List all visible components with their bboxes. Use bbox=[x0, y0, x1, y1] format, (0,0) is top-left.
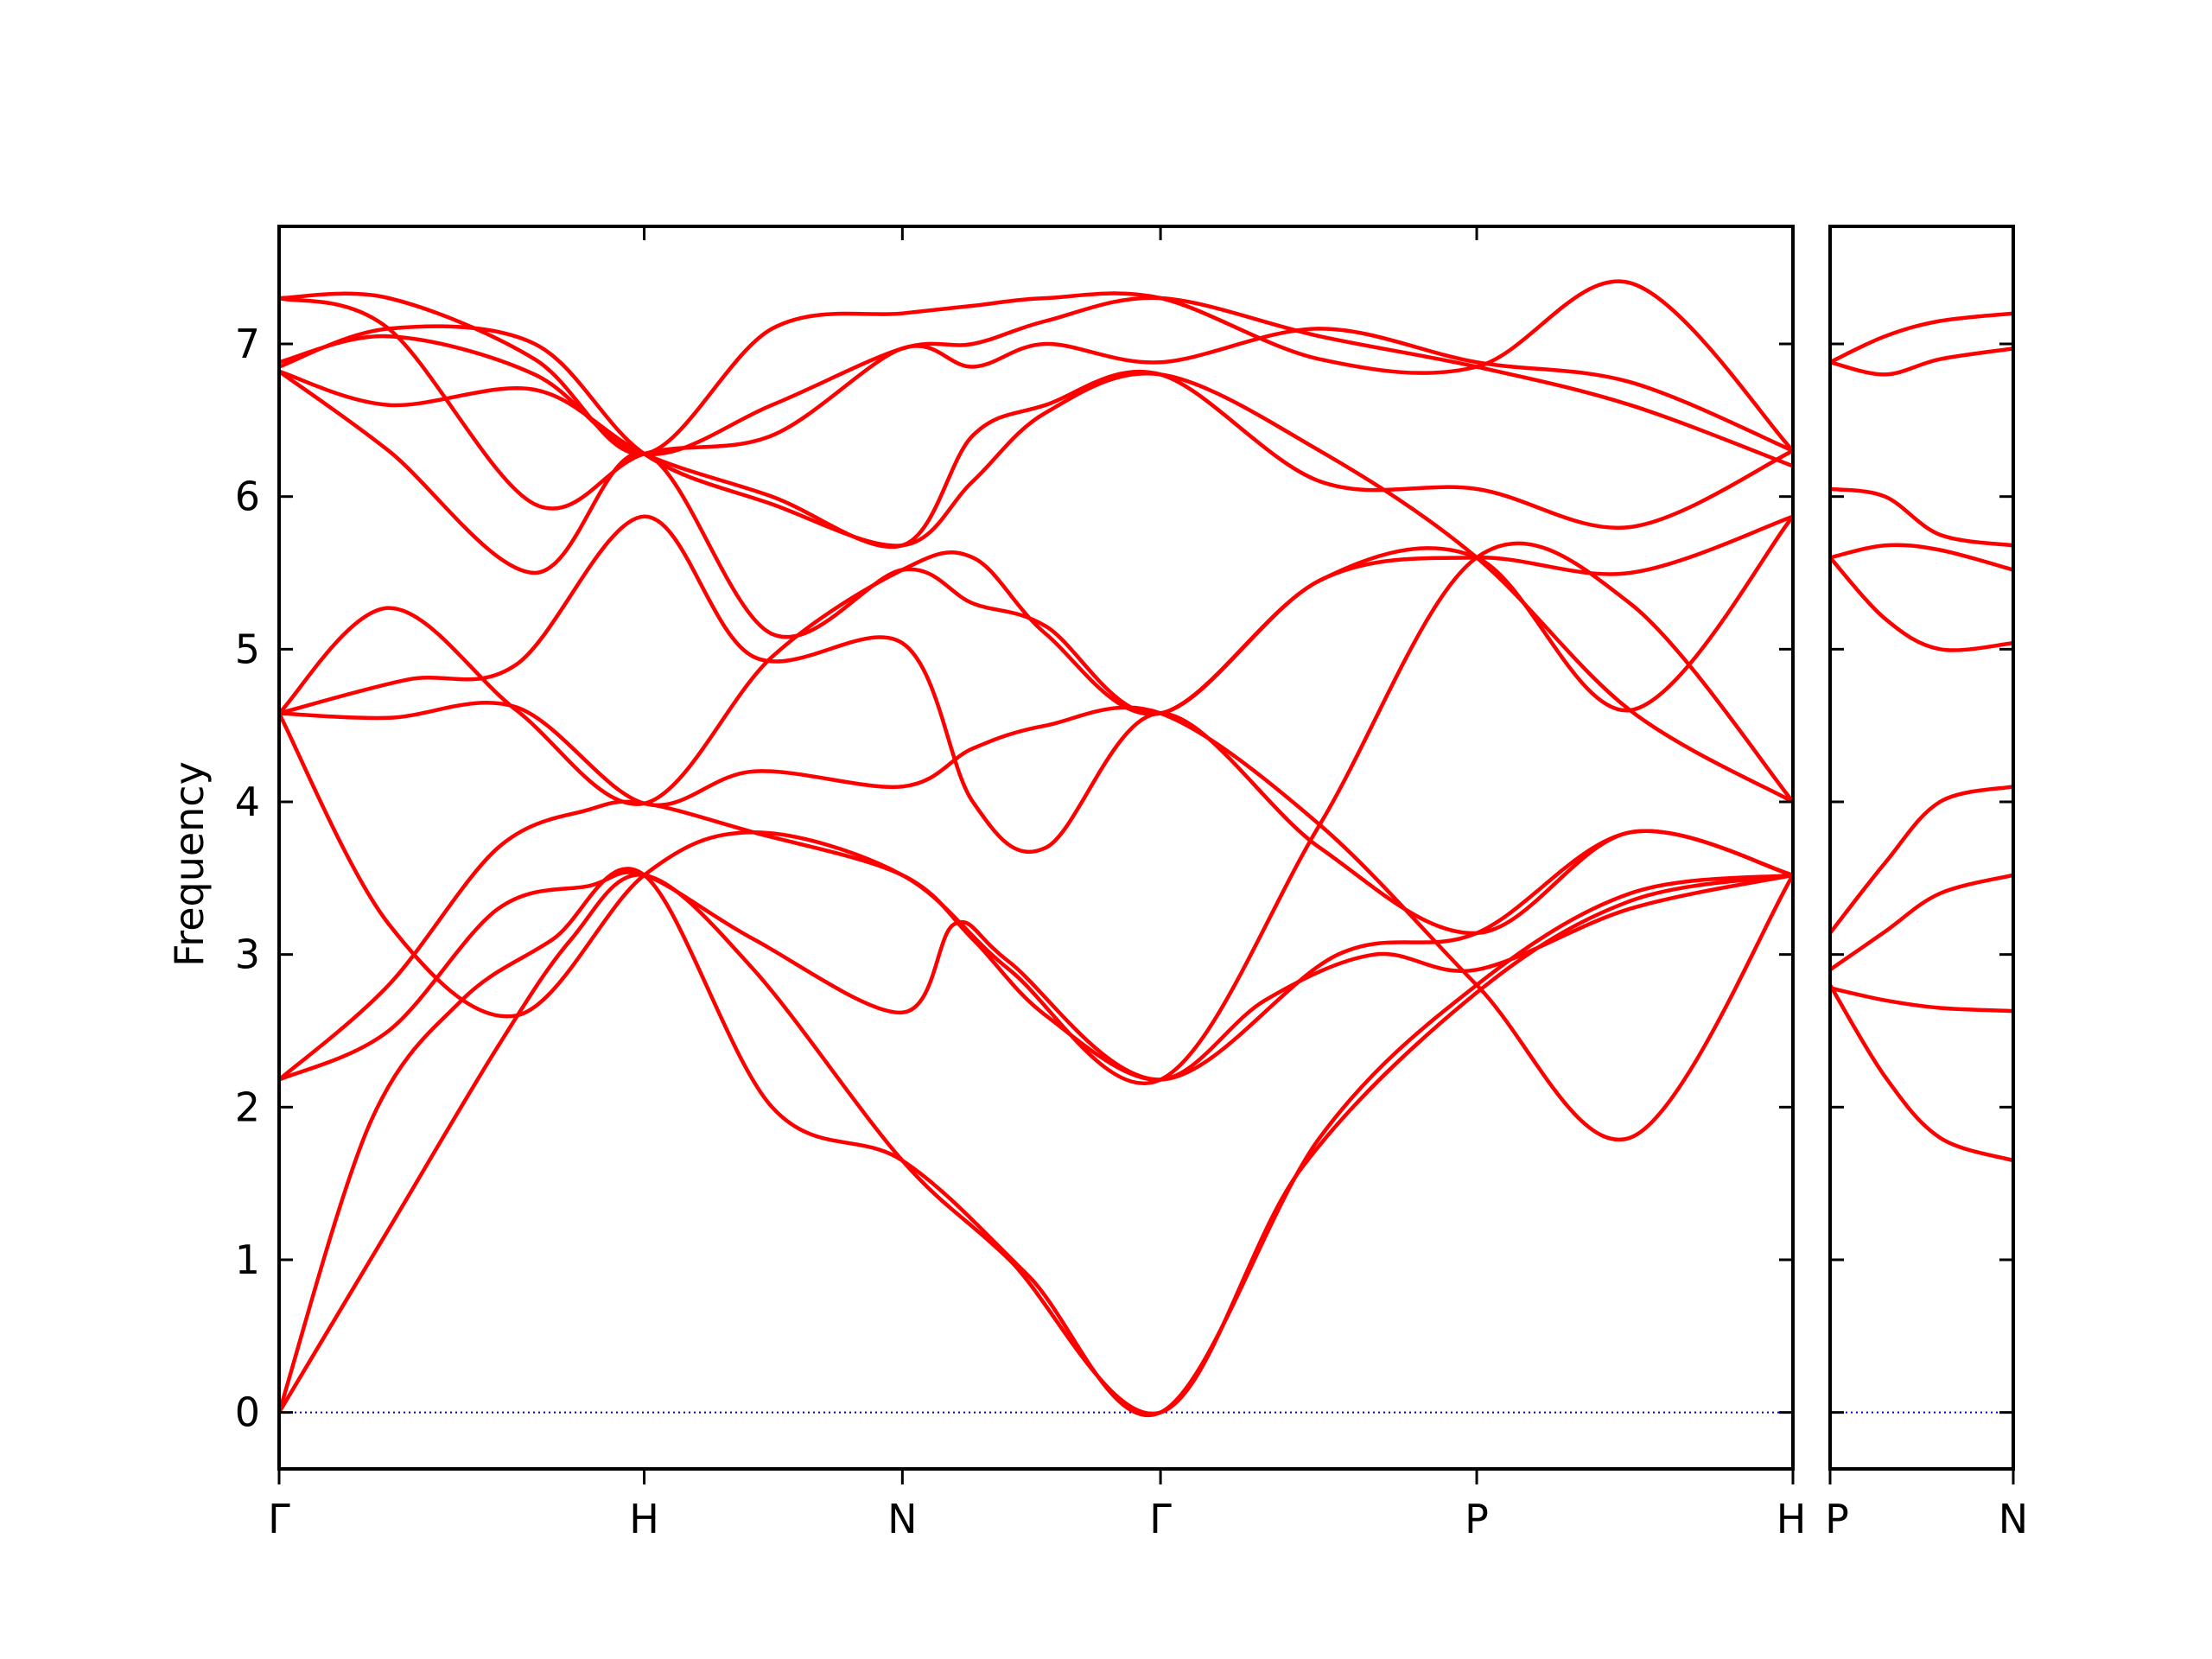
band-line-6 bbox=[279, 701, 1793, 1142]
y-tick-label: 1 bbox=[235, 1236, 260, 1283]
y-tick-label: 2 bbox=[235, 1084, 260, 1130]
band-line-5 bbox=[279, 541, 1793, 1086]
band-line-3 bbox=[279, 799, 1793, 1082]
plot-frame bbox=[1828, 225, 2015, 1471]
band-line-5 bbox=[1830, 556, 2013, 652]
x-tick-label: N bbox=[1999, 1496, 2028, 1542]
band-line-10 bbox=[279, 369, 1793, 550]
x-tick-label: Γ bbox=[268, 1496, 290, 1542]
y-tick-label: 6 bbox=[235, 474, 260, 520]
band-line-9 bbox=[1830, 311, 2013, 365]
plot-frame bbox=[277, 225, 1795, 1471]
y-tick-label: 7 bbox=[235, 321, 260, 367]
y-tick-label: 4 bbox=[235, 779, 260, 825]
band-line-6 bbox=[1830, 543, 2013, 572]
band-line-14 bbox=[279, 296, 1793, 468]
band-line-3 bbox=[1830, 873, 2013, 972]
band-line-4 bbox=[279, 829, 1793, 1082]
band-line-8 bbox=[1830, 346, 2013, 377]
band-line-11 bbox=[279, 324, 1793, 804]
panel-main: 0 1 2 3 4 5 6 7 Γ H N Γ P H bbox=[235, 225, 1807, 1542]
band-line-2 bbox=[279, 873, 1793, 1416]
band-line-12 bbox=[279, 296, 1793, 511]
x-tick-label: H bbox=[1777, 1496, 1807, 1542]
x-tick-label: N bbox=[887, 1496, 917, 1542]
band-line-2 bbox=[1830, 986, 2013, 1014]
y-tick-label: 3 bbox=[235, 931, 260, 978]
band-line-4 bbox=[1830, 785, 2013, 936]
band-line-1 bbox=[279, 867, 1793, 1417]
band-line-7 bbox=[1830, 486, 2013, 548]
band-line-1 bbox=[1830, 982, 2013, 1163]
x-tick-label: Γ bbox=[1149, 1496, 1172, 1542]
y-axis-title: Frequency bbox=[166, 761, 213, 967]
band-line-7 bbox=[279, 514, 1793, 936]
x-tick-label: P bbox=[1825, 1496, 1849, 1542]
x-tick-label: P bbox=[1465, 1496, 1489, 1542]
y-tick-label: 0 bbox=[235, 1389, 260, 1436]
x-tick-label: H bbox=[629, 1496, 659, 1542]
y-tick-label: 5 bbox=[235, 626, 260, 672]
band-line-13 bbox=[279, 279, 1793, 456]
